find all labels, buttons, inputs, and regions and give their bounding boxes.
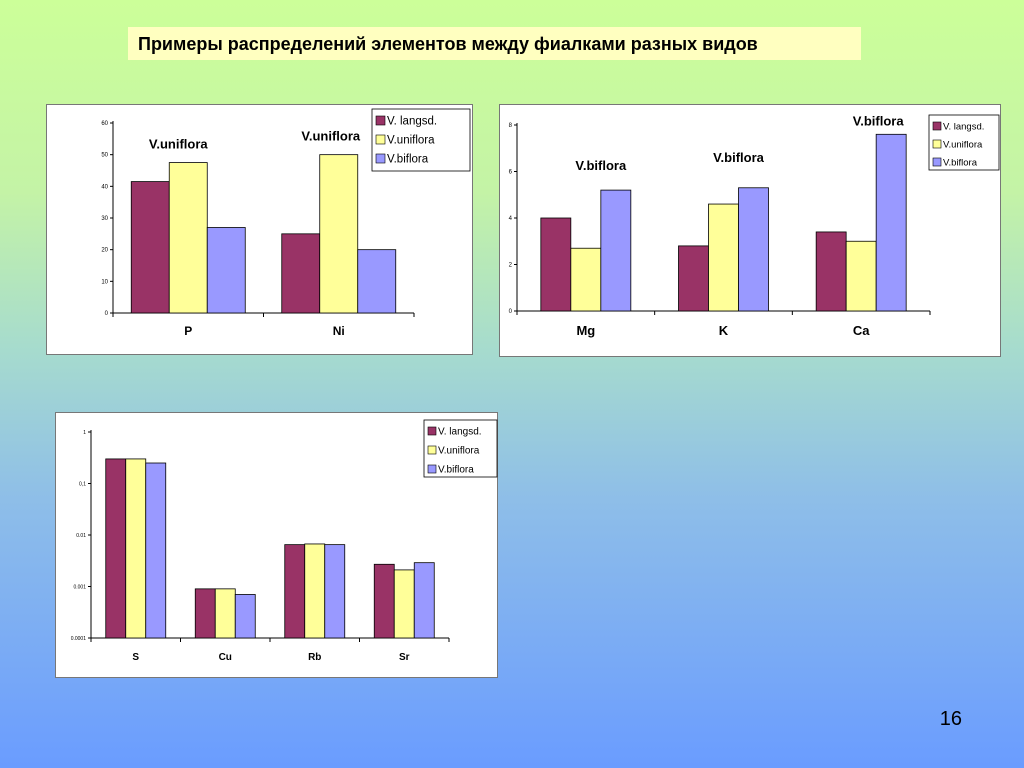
legend-label: V.biflora [438, 465, 474, 476]
y-tick-label: 20 [101, 248, 108, 254]
bar [413, 562, 435, 639]
slide-title: Примеры распределений элементов между фи… [138, 34, 758, 54]
y-tick-label: 60 [101, 121, 108, 127]
chart-svg-s-cu-rb-sr: 0.0001 0.001 0.01 0,1 1 S Cu Rb Sr V. langsd. V.un… [71, 419, 498, 663]
category-label: Sr [399, 652, 410, 663]
y-tick-label: 6 [509, 170, 513, 176]
y-tick-label: 50 [101, 153, 108, 159]
bar [214, 588, 236, 639]
y-tick-label: 30 [101, 216, 108, 222]
bar [393, 569, 415, 639]
bar [319, 154, 359, 314]
bar [130, 181, 170, 314]
category-label: Cu [219, 652, 232, 663]
legend-label: V.uniflora [943, 140, 983, 151]
legend-swatch [375, 153, 386, 164]
bar [304, 543, 326, 639]
legend-swatch [375, 134, 386, 145]
category-label: Rb [308, 652, 321, 663]
y-tick-label: 0 [105, 311, 109, 317]
bar [875, 133, 907, 312]
category-label: S [132, 652, 139, 663]
y-tick-label: 0.001 [73, 585, 86, 591]
category-label: K [719, 323, 729, 338]
legend-swatch [427, 426, 437, 436]
legend-label: V.biflora [387, 154, 429, 166]
y-tick-label: 0.01 [76, 533, 86, 539]
bar-annotation: V.biflora [853, 113, 905, 128]
legend-swatch [932, 139, 942, 149]
bar [234, 594, 256, 639]
bar [845, 240, 877, 312]
y-tick-label: 0,1 [79, 482, 86, 488]
chart-panel-mg-k-ca: 0 2 4 6 8 Mg K Ca V.biflora V.biflora V.biflora V. … [499, 104, 1001, 357]
legend-swatch [427, 445, 437, 455]
chart-panel-p-ni: 0 10 20 30 40 50 60 P Ni V.uniflora V.uniflora V. l… [46, 104, 473, 355]
category-label: P [184, 324, 192, 338]
legend-label: V. langsd. [438, 427, 482, 438]
y-tick-label: 0.0001 [71, 636, 87, 642]
category-label: Ca [853, 323, 870, 338]
bar [194, 588, 216, 639]
bar [125, 458, 147, 639]
legend-label: V.biflora [943, 158, 978, 169]
legend-box [371, 108, 471, 172]
bar [708, 203, 739, 312]
bar [284, 544, 306, 639]
bar [357, 249, 397, 314]
y-tick-label: 4 [509, 216, 513, 222]
bar-annotation: V.biflora [575, 158, 627, 173]
bar-annotation: V.uniflora [301, 129, 361, 144]
legend-label: V.uniflora [438, 446, 480, 457]
legend-swatch [932, 157, 942, 167]
legend-label: V. langsd. [387, 116, 437, 128]
category-label: Mg [576, 323, 595, 338]
page-number: 16 [939, 708, 962, 730]
bar [105, 458, 127, 639]
bar [145, 462, 167, 639]
bar [206, 227, 246, 314]
y-tick-label: 10 [101, 279, 108, 285]
y-tick-label: 0 [509, 309, 513, 315]
bar [540, 217, 572, 312]
y-tick-label: 40 [101, 184, 108, 190]
chart-panel-s-cu-rb-sr: 0.0001 0.001 0.01 0,1 1 S Cu Rb Sr V. langsd. V.un… [55, 412, 498, 678]
bar [678, 245, 709, 312]
bar [168, 162, 208, 314]
y-tick-label: 1 [83, 430, 86, 436]
legend-swatch [427, 464, 437, 474]
bar [738, 187, 769, 312]
chart-svg-p-ni: 0 10 20 30 40 50 60 P Ni V.uniflora V.uniflora V. l… [101, 108, 471, 338]
category-label: Ni [333, 324, 345, 338]
y-tick-label: 8 [509, 123, 513, 129]
bar-annotation: V.uniflora [149, 137, 209, 152]
y-tick-label: 2 [509, 263, 513, 269]
bar [815, 231, 847, 312]
legend-label: V. langsd. [943, 122, 984, 133]
slide-title-box: Примеры распределений элементов между фи… [128, 27, 861, 60]
bar [324, 544, 346, 639]
legend-label: V.uniflora [387, 135, 435, 147]
legend-swatch [932, 121, 942, 131]
chart-svg-mg-k-ca: 0 2 4 6 8 Mg K Ca V.biflora V.biflora V.biflora V. … [509, 113, 1000, 338]
bar [570, 247, 602, 312]
bar [373, 563, 395, 639]
bar-annotation: V.biflora [713, 150, 765, 165]
bar [281, 233, 321, 314]
legend-swatch [375, 115, 386, 126]
bar [600, 189, 632, 312]
